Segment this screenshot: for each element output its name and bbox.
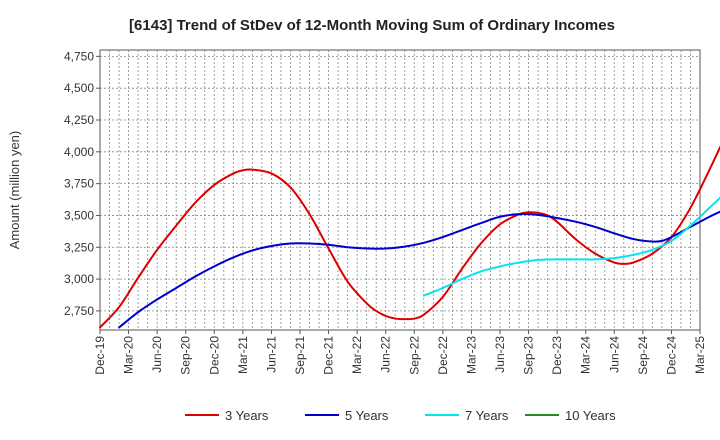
y-tick-label: 4,250 — [64, 113, 94, 127]
series-line-7-years — [422, 196, 720, 297]
legend-item-7-years: 7 Years — [425, 408, 509, 423]
x-tick-label: Mar-20 — [122, 336, 136, 374]
legend-label: 10 Years — [565, 408, 616, 423]
x-tick-label: Jun-21 — [264, 336, 278, 373]
grid-lines — [96, 50, 700, 330]
series-line-5-years — [118, 210, 720, 329]
legend-label: 3 Years — [225, 408, 269, 423]
y-axis-label: Amount (million yen) — [7, 131, 22, 250]
legend-item-5-years: 5 Years — [305, 408, 389, 423]
y-tick-label: 4,000 — [64, 145, 94, 159]
x-tick-label: Dec-24 — [664, 336, 678, 375]
plot-area — [99, 49, 701, 331]
x-tick-label: Mar-25 — [693, 336, 707, 374]
x-tick-label: Sep-24 — [636, 336, 650, 375]
x-tick-label: Jun-23 — [493, 336, 507, 373]
series-lines — [99, 145, 720, 329]
x-tick-label: Jun-20 — [150, 336, 164, 373]
x-tick-label: Jun-24 — [607, 336, 621, 373]
x-tick-label: Sep-22 — [407, 336, 421, 375]
y-tick-label: 3,250 — [64, 240, 94, 254]
legend-item-3-years: 3 Years — [185, 408, 269, 423]
y-axis: 2,750 3,000 3,250 3,500 3,750 4,000 4,250 4,500… — [64, 49, 94, 318]
legend: 3 Years 5 Years 7 Years 10 Years — [185, 408, 616, 423]
x-tick-label: Dec-22 — [436, 336, 450, 375]
x-tick-label: Mar-22 — [350, 336, 364, 374]
x-tick-label: Dec-21 — [322, 336, 336, 375]
chart-title: [6143] Trend of StDev of 12-Month Moving… — [129, 17, 615, 34]
x-tick-label: Sep-23 — [522, 336, 536, 375]
x-tick-label: Mar-21 — [236, 336, 250, 374]
legend-label: 5 Years — [345, 408, 389, 423]
x-tick-label: Mar-24 — [579, 336, 593, 374]
y-tick-label: 2,750 — [64, 304, 94, 318]
y-tick-label: 3,500 — [64, 208, 94, 222]
y-tick-label: 3,000 — [64, 272, 94, 286]
y-tick-label: 4,500 — [64, 81, 94, 95]
x-tick-label: Dec-19 — [93, 336, 107, 375]
y-tick-label: 4,750 — [64, 49, 94, 63]
legend-label: 7 Years — [465, 408, 509, 423]
y-tick-label: 3,750 — [64, 177, 94, 191]
x-tick-label: Sep-20 — [179, 336, 193, 375]
x-tick-label: Sep-21 — [293, 336, 307, 375]
x-tick-label: Dec-23 — [550, 336, 564, 375]
x-tick-label: Mar-23 — [464, 336, 478, 374]
x-tick-label: Dec-20 — [207, 336, 221, 375]
legend-item-10-years: 10 Years — [525, 408, 616, 423]
series-line-3-years — [99, 145, 720, 329]
x-axis: Dec-19 Mar-20 Jun-20 Sep-20 Dec-20 Mar-21 Jun-… — [93, 330, 707, 375]
x-tick-label: Jun-22 — [379, 336, 393, 373]
